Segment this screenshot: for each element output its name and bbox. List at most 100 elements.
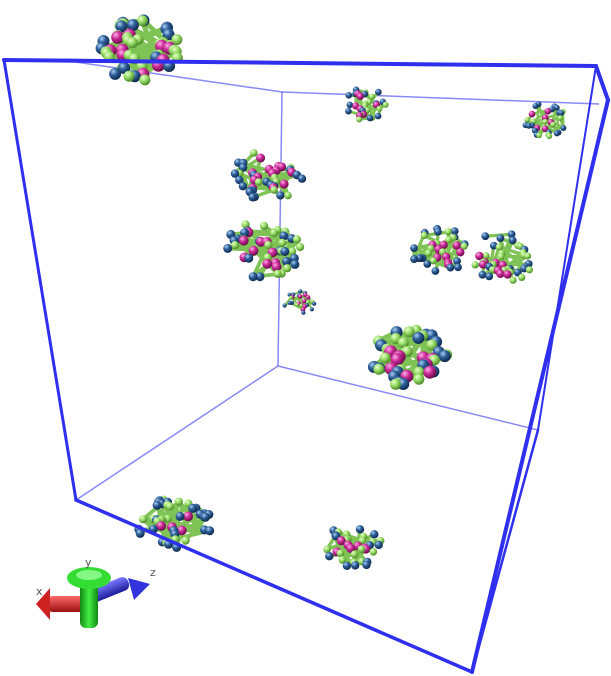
carbon-atom xyxy=(460,242,468,250)
nitrogen-atom xyxy=(345,107,352,115)
carbon-atom xyxy=(336,549,345,558)
nitrogen-atom xyxy=(238,163,248,172)
carbon-atom xyxy=(139,74,151,86)
carbon-atom xyxy=(292,235,301,244)
nitrogen-atom xyxy=(297,174,307,183)
nitrogen-atom xyxy=(309,307,314,312)
nitrogen-atom xyxy=(325,552,334,561)
carbon-atom xyxy=(259,221,269,230)
carbon-atom xyxy=(356,116,363,123)
nitrogen-atom xyxy=(282,303,287,308)
nitrogen-atom xyxy=(162,28,175,41)
nitrogen-atom xyxy=(109,67,122,80)
nitrogen-atom xyxy=(240,228,250,238)
nitrogen-atom xyxy=(525,122,532,129)
carbon-atom xyxy=(299,303,304,308)
carbon-atom xyxy=(338,556,347,564)
carbon-atom xyxy=(397,337,409,349)
nitrogen-atom xyxy=(434,227,442,236)
nitrogen-atom xyxy=(175,511,185,521)
nitrogen-atom xyxy=(200,512,210,522)
carbon-atom xyxy=(525,266,534,274)
oxygen-atom xyxy=(503,270,512,279)
oxygen-atom xyxy=(302,298,307,304)
nitrogen-atom xyxy=(560,125,567,131)
carbon-atom xyxy=(445,236,453,244)
nitrogen-atom xyxy=(230,169,240,178)
carbon-atom xyxy=(278,238,287,247)
nitrogen-atom xyxy=(410,244,418,253)
carbon-atom xyxy=(382,101,389,108)
nitrogen-atom xyxy=(188,503,198,513)
oxygen-atom xyxy=(456,248,465,257)
carbon-atom xyxy=(413,373,425,385)
carbon-atom xyxy=(518,273,526,281)
nitrogen-atom xyxy=(374,540,383,550)
carbon-atom xyxy=(426,339,438,351)
nitrogen-atom xyxy=(301,310,306,315)
carbon-atom xyxy=(509,276,517,284)
axis-z-label: z xyxy=(150,566,156,579)
oxygen-atom xyxy=(423,365,437,379)
carbon-atom xyxy=(444,228,452,236)
carbon-atom xyxy=(126,37,138,49)
nitrogen-atom xyxy=(248,193,257,202)
nitrogen-atom xyxy=(366,114,374,122)
nitrogen-atom xyxy=(126,19,139,32)
oxygen-atom xyxy=(279,179,289,189)
nitrogen-atom xyxy=(374,112,382,120)
molecule-cluster xyxy=(230,149,307,202)
oxygen-atom xyxy=(544,108,552,115)
nitrogen-atom xyxy=(290,259,300,269)
carbon-atom xyxy=(296,242,305,252)
carbon-atom xyxy=(536,132,542,139)
nitrogen-atom xyxy=(238,182,248,191)
nitrogen-atom xyxy=(282,256,291,266)
nitrogen-atom xyxy=(508,236,517,245)
nitrogen-atom xyxy=(478,270,487,279)
carbon-atom xyxy=(273,269,282,278)
carbon-atom xyxy=(289,295,293,300)
nitrogen-atom xyxy=(118,62,131,74)
nitrogen-atom xyxy=(412,331,425,344)
nitrogen-atom xyxy=(454,263,462,272)
nitrogen-atom xyxy=(276,191,285,200)
carbon-atom xyxy=(420,231,428,240)
carbon-atom xyxy=(123,70,135,82)
oxygen-atom xyxy=(356,92,364,100)
nitrogen-atom xyxy=(450,227,459,236)
carbon-atom xyxy=(294,303,299,307)
oxygen-atom xyxy=(346,543,356,553)
carbon-atom xyxy=(288,247,297,256)
carbon-atom xyxy=(379,352,391,364)
carbon-atom xyxy=(136,15,148,27)
carbon-atom xyxy=(424,249,432,257)
oxygen-atom xyxy=(156,521,167,531)
carbon-atom xyxy=(495,243,503,251)
carbon-atom xyxy=(373,363,385,375)
nitrogen-atom xyxy=(244,253,254,263)
carbon-atom xyxy=(181,536,190,545)
molecule-cluster xyxy=(345,86,389,123)
nitrogen-atom xyxy=(397,378,410,390)
nitrogen-atom xyxy=(496,234,505,243)
carbon-atom xyxy=(524,116,530,123)
oxygen-atom xyxy=(183,511,194,522)
nitrogen-atom xyxy=(152,500,162,510)
nitrogen-atom xyxy=(346,101,354,109)
oxygen-atom xyxy=(475,251,484,261)
carbon-atom xyxy=(270,186,278,194)
simulation-box-front xyxy=(2,58,610,674)
carbon-atom xyxy=(546,133,553,139)
molecule-cluster xyxy=(223,220,305,282)
nitrogen-atom xyxy=(423,260,432,268)
nitrogen-atom xyxy=(355,525,365,534)
nitrogen-atom xyxy=(351,561,360,570)
carbon-atom xyxy=(376,105,383,112)
oxygen-atom xyxy=(271,261,282,272)
oxygen-atom xyxy=(336,536,346,546)
axis-gizmo: x y z xyxy=(36,556,156,628)
molecule-cluster xyxy=(522,101,567,139)
oxygen-atom xyxy=(452,241,461,250)
carbon-atom xyxy=(241,220,250,229)
